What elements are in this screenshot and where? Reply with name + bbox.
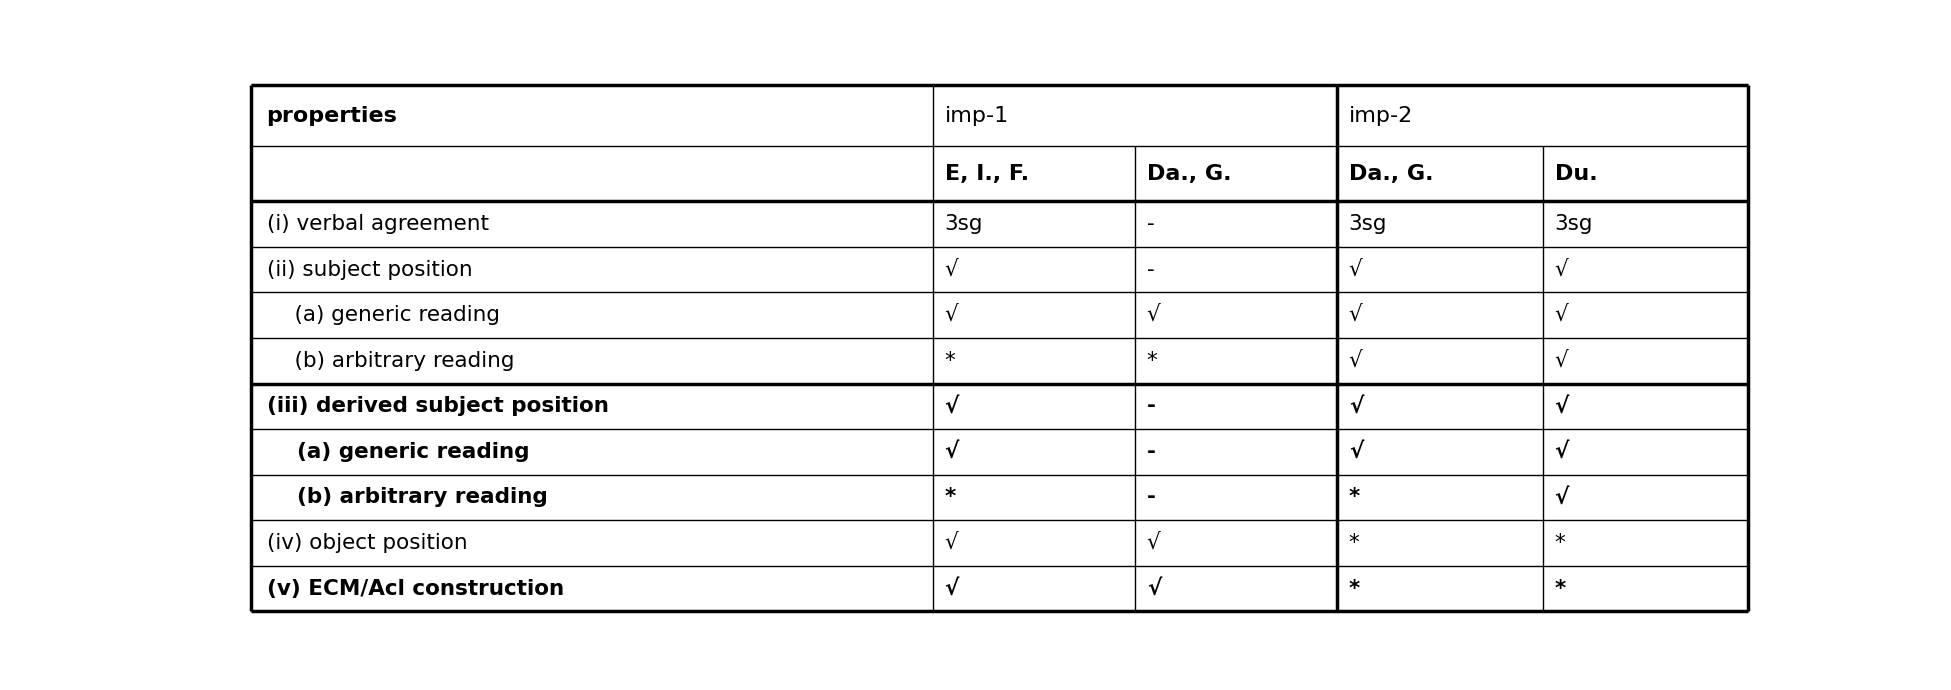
Text: 3sg: 3sg [1555, 214, 1594, 234]
Text: √: √ [1555, 442, 1569, 462]
Text: Du.: Du. [1555, 164, 1598, 184]
Text: √: √ [1348, 259, 1362, 279]
Text: -: - [1147, 487, 1155, 507]
Text: *: * [1555, 533, 1565, 553]
Text: √: √ [944, 579, 960, 599]
Text: √: √ [1348, 305, 1362, 325]
Text: *: * [1348, 579, 1360, 599]
Text: √: √ [1555, 487, 1569, 507]
Text: *: * [1348, 487, 1360, 507]
Text: *: * [944, 487, 956, 507]
Text: (v) ECM/Acl construction: (v) ECM/Acl construction [267, 579, 564, 599]
Text: (a) generic reading: (a) generic reading [267, 305, 499, 325]
Text: √: √ [1555, 259, 1569, 279]
Text: √: √ [1348, 351, 1362, 371]
Text: Da., G.: Da., G. [1147, 164, 1231, 184]
Text: properties: properties [267, 106, 398, 126]
Text: (iii) derived subject position: (iii) derived subject position [267, 396, 609, 416]
Text: √: √ [1555, 396, 1569, 416]
Text: √: √ [944, 533, 958, 553]
Text: imp-1: imp-1 [944, 106, 1009, 126]
Text: (a) generic reading: (a) generic reading [267, 442, 529, 462]
Text: √: √ [1147, 533, 1161, 553]
Text: -: - [1147, 396, 1155, 416]
Text: E, I., F.: E, I., F. [944, 164, 1028, 184]
Text: (i) verbal agreement: (i) verbal agreement [267, 214, 488, 234]
Text: √: √ [1348, 442, 1364, 462]
Text: -: - [1147, 214, 1155, 234]
Text: Da., G.: Da., G. [1348, 164, 1434, 184]
Text: √: √ [944, 305, 958, 325]
Text: √: √ [1555, 305, 1569, 325]
Text: -: - [1147, 442, 1155, 462]
Text: 3sg: 3sg [1348, 214, 1387, 234]
Text: √: √ [1348, 396, 1364, 416]
Text: √: √ [944, 396, 960, 416]
Text: √: √ [1555, 351, 1569, 371]
Text: √: √ [944, 259, 958, 279]
Text: (b) arbitrary reading: (b) arbitrary reading [267, 351, 513, 371]
Text: √: √ [1147, 305, 1161, 325]
Text: *: * [1555, 579, 1567, 599]
Text: *: * [1348, 533, 1360, 553]
Text: *: * [944, 351, 956, 371]
Text: √: √ [1147, 579, 1161, 599]
Text: imp-2: imp-2 [1348, 106, 1413, 126]
Text: 3sg: 3sg [944, 214, 983, 234]
Text: (b) arbitrary reading: (b) arbitrary reading [267, 487, 548, 507]
Text: (ii) subject position: (ii) subject position [267, 259, 472, 279]
Text: -: - [1147, 259, 1155, 279]
Text: *: * [1147, 351, 1157, 371]
Text: (iv) object position: (iv) object position [267, 533, 466, 553]
Text: √: √ [944, 442, 960, 462]
